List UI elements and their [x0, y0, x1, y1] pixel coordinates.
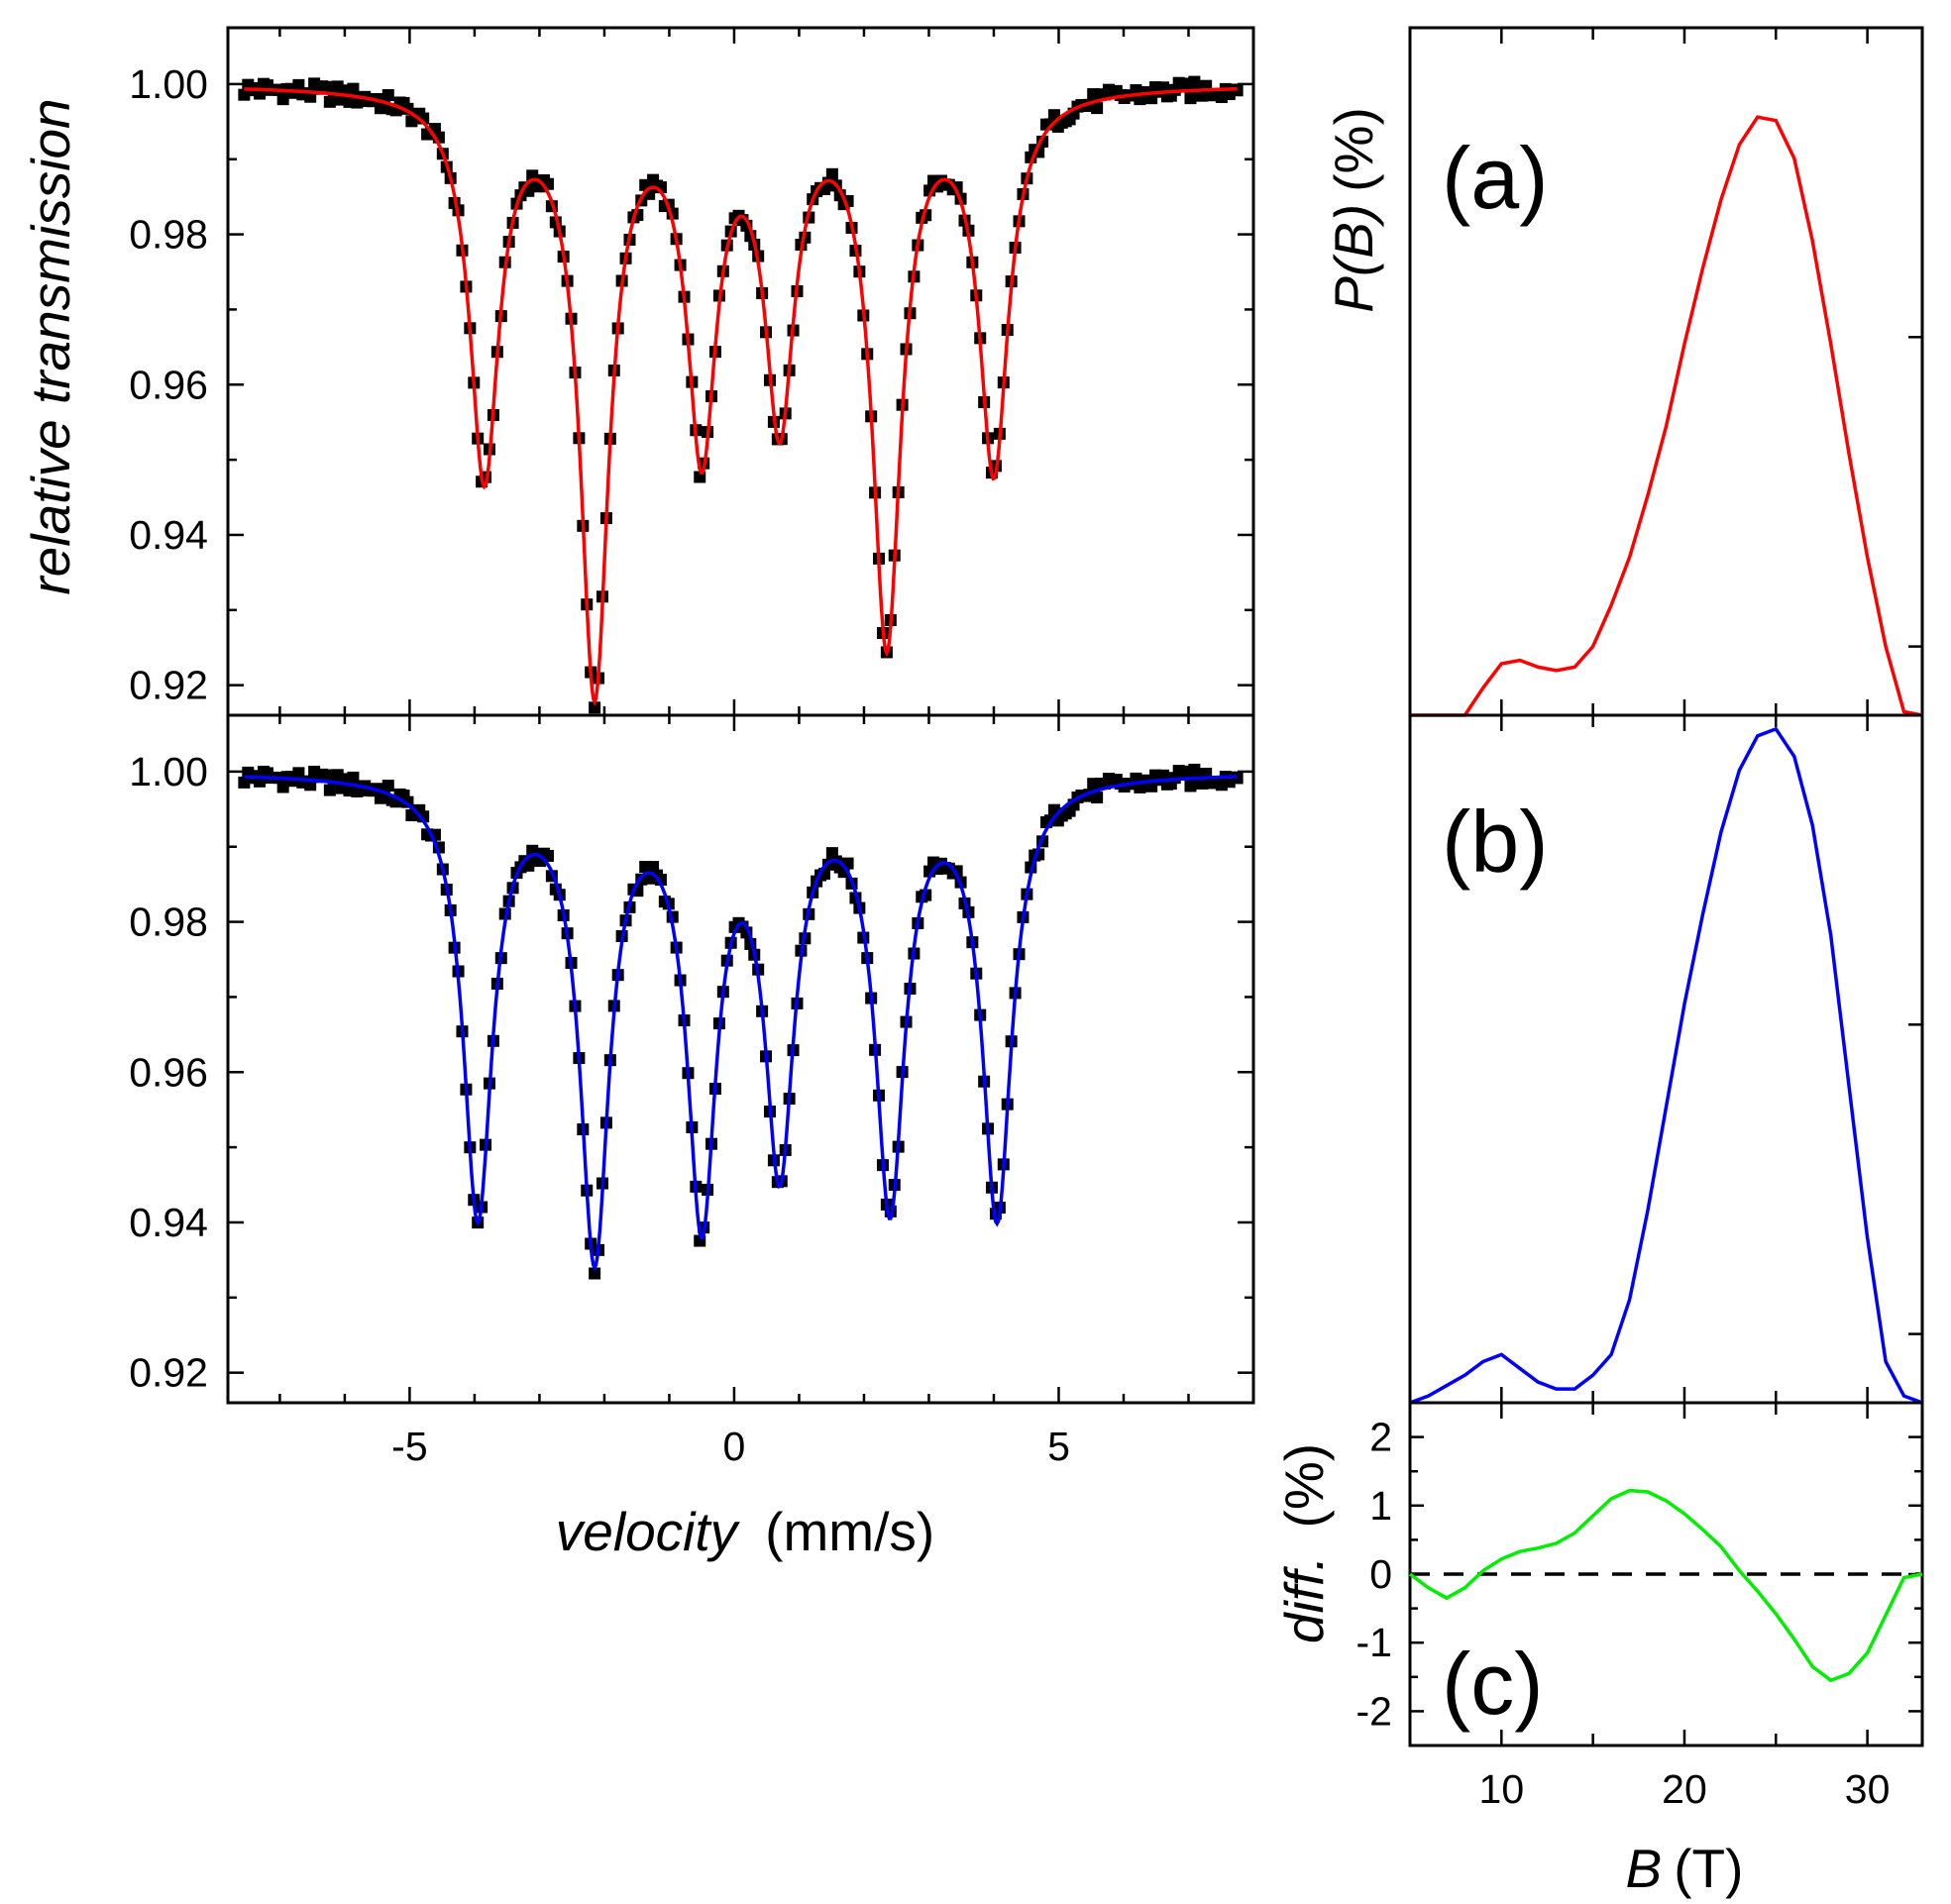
- data-point: [1184, 92, 1197, 105]
- spectrum-xlabel-unit: (mm/s): [765, 1501, 934, 1562]
- data-point: [1184, 780, 1197, 793]
- b-xlabel-unit: (T): [1674, 1838, 1743, 1899]
- y-tick-label: 0.96: [129, 362, 208, 407]
- b-xlabel-var: B: [1626, 1838, 1663, 1899]
- spectrum-xlabel-var: velocity: [556, 1501, 741, 1562]
- difference-c-line: [1408, 1488, 1923, 1683]
- spectrum-top-panel: 0.92 0.94 0.96 0.98 1.00: [129, 26, 1255, 717]
- diff-ylabel-var: diff.: [1273, 1555, 1335, 1643]
- data-point: [381, 780, 394, 793]
- spectrum-bottom-panel: 0.92 0.94 0.96 0.98 1.00 -5 0 5: [129, 713, 1255, 1469]
- panel-label-a: (a): [1442, 129, 1549, 227]
- y-tick-label: 0.96: [129, 1049, 208, 1095]
- difference-c-panel: -2 -1 0 1 2 10 20 30: [1356, 1401, 1924, 1812]
- x-tick-label: 0: [723, 1424, 746, 1469]
- x-tick-label: 20: [1662, 1766, 1707, 1812]
- y-tick-label: 1.00: [129, 61, 208, 107]
- data-point: [825, 167, 838, 180]
- spectrum-top-points: [238, 75, 1244, 714]
- data-point: [381, 88, 394, 101]
- spectrum-ylabel: relative transmission: [20, 98, 81, 594]
- spectrum-bottom-fit-line: [244, 775, 1238, 1272]
- panel-label-c: (c): [1442, 1635, 1544, 1733]
- distribution-a-line: [1410, 115, 1923, 717]
- data-point: [589, 701, 601, 714]
- diff-ylabel: diff. (%): [1273, 1443, 1335, 1643]
- y-tick-label: 0.92: [129, 1350, 208, 1396]
- y-tick-label: -1: [1356, 1620, 1392, 1665]
- spectrum-top-frame: [226, 26, 1255, 717]
- data-point: [589, 1267, 601, 1280]
- panel-label-b: (b): [1442, 793, 1549, 891]
- data-point: [1091, 102, 1104, 115]
- data-point: [347, 771, 360, 784]
- diff-ylabel-unit: (%): [1273, 1443, 1335, 1529]
- y-tick-label: 2: [1369, 1415, 1392, 1460]
- data-point: [428, 123, 441, 136]
- y-tick-label: 1.00: [129, 749, 208, 794]
- data-point: [276, 93, 289, 106]
- spectrum-top-fit-line: [244, 86, 1238, 707]
- distribution-b-line: [1409, 726, 1923, 1405]
- data-point: [323, 95, 336, 108]
- x-tick-label: 5: [1047, 1424, 1070, 1469]
- spectrum-bottom-points: [238, 763, 1244, 1280]
- b-xlabel: B (T): [1626, 1838, 1744, 1899]
- pb-ylabel-var: P(B): [1323, 204, 1384, 313]
- y-tick-label: 0.98: [129, 212, 208, 258]
- y-tick-label: 1: [1369, 1483, 1392, 1529]
- x-tick-label: 10: [1479, 1766, 1525, 1812]
- x-tick-label: -5: [391, 1424, 427, 1469]
- y-tick-label: -2: [1356, 1688, 1392, 1734]
- pb-ylabel-unit: (%): [1323, 107, 1384, 192]
- data-point: [323, 784, 336, 796]
- y-tick-label: 0.94: [129, 1200, 208, 1245]
- data-point: [1091, 792, 1104, 804]
- data-point: [276, 781, 289, 793]
- y-tick-label: 0: [1369, 1551, 1392, 1597]
- y-tick-label: 0.92: [129, 663, 208, 708]
- data-point: [347, 82, 360, 95]
- spectrum-bottom-frame: [226, 713, 1255, 1405]
- spectrum-xlabel: velocity (mm/s): [556, 1501, 934, 1562]
- y-tick-label: 0.94: [129, 512, 208, 558]
- pb-ylabel: P(B) (%): [1323, 107, 1384, 313]
- x-tick-label: 30: [1845, 1766, 1891, 1812]
- y-tick-label: 0.98: [129, 899, 208, 945]
